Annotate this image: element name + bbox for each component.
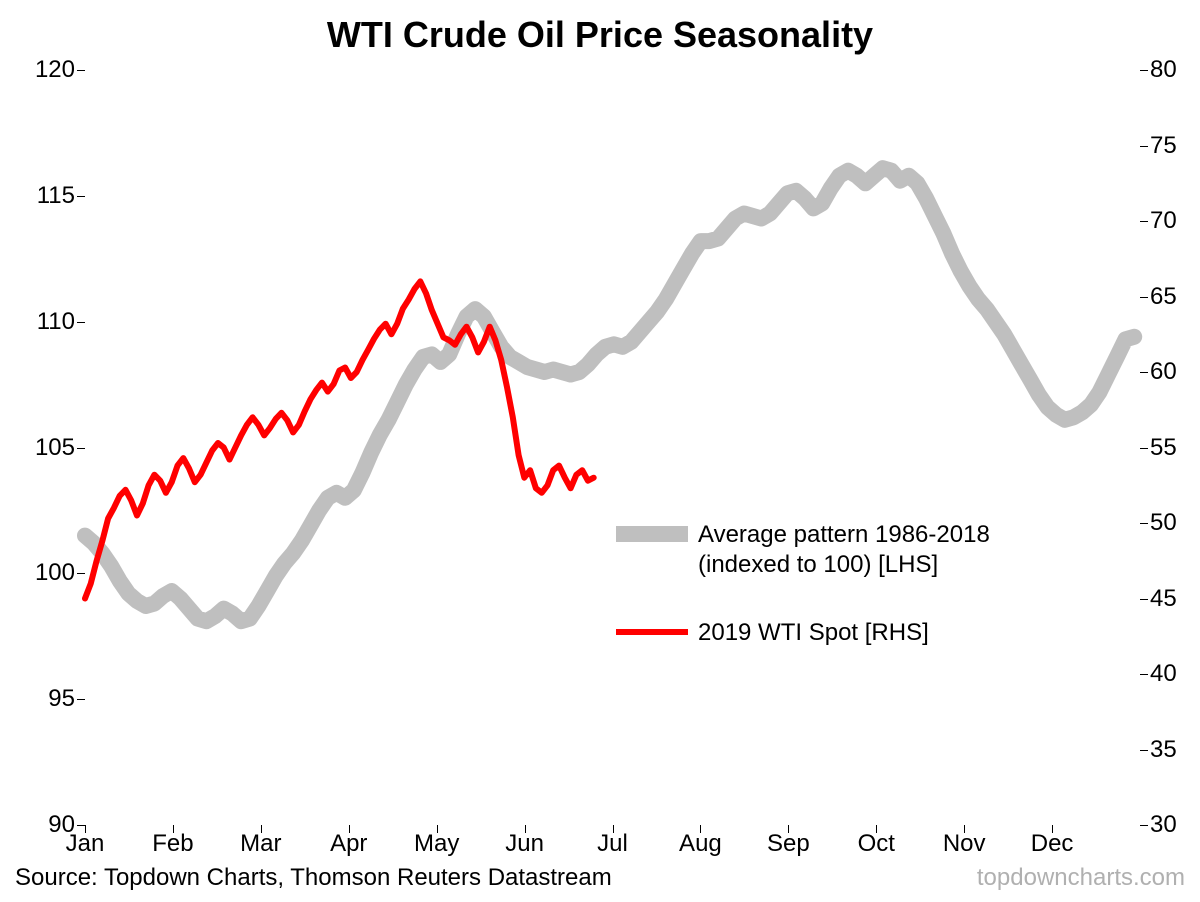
series-wti_2019: [85, 281, 594, 598]
legend-item-avg_pattern: Average pattern 1986-2018(indexed to 100…: [616, 520, 990, 580]
legend-swatch: [616, 526, 688, 542]
legend-label: Average pattern 1986-2018(indexed to 100…: [698, 520, 990, 580]
source-text: Source: Topdown Charts, Thomson Reuters …: [15, 864, 612, 892]
watermark-text: topdowncharts.com: [977, 864, 1185, 892]
legend-item-wti_2019: 2019 WTI Spot [RHS]: [616, 618, 929, 648]
plot-area: [0, 0, 1200, 902]
chart-container: WTI Crude Oil Price Seasonality 90951001…: [0, 0, 1200, 902]
legend-swatch: [616, 629, 688, 635]
legend-label: 2019 WTI Spot [RHS]: [698, 618, 929, 648]
